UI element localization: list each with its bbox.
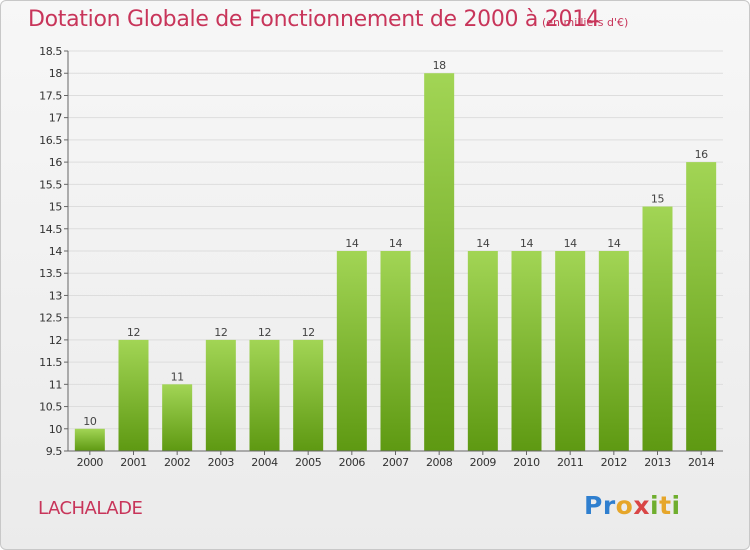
proxiti-logo: Proxiti	[584, 491, 681, 520]
y-tick-label: 13	[49, 289, 63, 302]
logo-letter: P	[584, 491, 603, 520]
value-label: 12	[302, 326, 315, 339]
y-tick-label: 13.5	[39, 267, 62, 280]
commune-name: LACHALADE	[38, 498, 143, 519]
bar-2004	[249, 339, 280, 451]
value-label: 16	[695, 148, 709, 161]
y-tick-label: 18.5	[39, 45, 62, 58]
value-label: 14	[607, 237, 621, 250]
logo-letter: i	[671, 491, 681, 520]
bars	[74, 73, 717, 451]
bar-2003	[205, 339, 236, 451]
labels: 9.5 10 10.5 11 11.5 12 12.5 13 13.5 14 14.5 15 15.5 1…	[39, 45, 715, 469]
bar-2000	[74, 428, 105, 451]
bar-2005	[293, 339, 324, 451]
x-tick-label: 2006	[339, 456, 366, 469]
bar-2012	[598, 251, 629, 451]
x-tick-label: 2001	[120, 456, 146, 469]
value-label: 14	[389, 237, 403, 250]
y-tick-label: 14.5	[39, 223, 62, 236]
x-tick-label: 2007	[382, 456, 409, 469]
x-tick-label: 2010	[513, 456, 540, 469]
y-tick-label: 14	[49, 245, 63, 258]
bar-2009	[467, 251, 498, 451]
x-tick-label: 2003	[208, 456, 235, 469]
x-tick-label: 2012	[601, 456, 627, 469]
y-tick-label: 12	[49, 334, 62, 347]
bar-2002	[162, 384, 193, 451]
y-tick-label: 15.5	[39, 178, 62, 191]
logo-letter: x	[633, 491, 650, 520]
value-label: 14	[520, 237, 534, 250]
y-tick-label: 17.5	[39, 89, 62, 102]
value-label: 14	[345, 237, 359, 250]
value-label: 12	[214, 326, 227, 339]
y-tick-label: 9.5	[46, 445, 63, 458]
x-tick-label: 2009	[470, 456, 497, 469]
value-label: 18	[433, 59, 447, 72]
x-tick-label: 2008	[426, 456, 453, 469]
value-label: 14	[564, 237, 578, 250]
y-tick-label: 10.5	[39, 401, 62, 414]
value-label: 10	[83, 415, 97, 428]
x-tick-label: 2004	[251, 456, 278, 469]
y-tick-label: 11.5	[39, 356, 62, 369]
chart-subtitle: (en milliers d'€)	[542, 16, 629, 29]
bar-2014	[686, 162, 717, 451]
logo-letter: i	[650, 491, 660, 520]
bar-2010	[511, 251, 542, 451]
axes	[64, 50, 723, 455]
logo-letter: r	[602, 491, 616, 520]
y-tick-label: 16.5	[39, 134, 62, 147]
bar-2011	[555, 251, 586, 451]
logo-letter: t	[659, 491, 672, 520]
logo-letter: o	[615, 491, 634, 520]
value-label: 14	[476, 237, 490, 250]
y-tick-label: 11	[49, 378, 62, 391]
x-tick-label: 2005	[295, 456, 322, 469]
x-tick-label: 2013	[644, 456, 671, 469]
value-label: 12	[127, 326, 140, 339]
bar-2007	[380, 251, 411, 451]
bar-2008	[424, 73, 455, 451]
chart-title: Dotation Globale de Fonctionnement de 20…	[28, 7, 600, 32]
x-tick-label: 2002	[164, 456, 190, 469]
y-tick-label: 10	[49, 423, 63, 436]
bar-2006	[336, 251, 367, 451]
y-tick-label: 16	[49, 156, 63, 169]
value-label: 15	[651, 193, 665, 206]
value-label: 12	[258, 326, 271, 339]
x-tick-label: 2000	[77, 456, 104, 469]
bar-2001	[118, 339, 149, 451]
y-tick-label: 15	[49, 201, 63, 214]
y-tick-label: 18	[49, 67, 63, 80]
bar-2013	[642, 206, 673, 451]
y-tick-label: 12.5	[39, 312, 62, 325]
y-tick-label: 17	[49, 112, 63, 125]
x-tick-label: 2014	[688, 456, 715, 469]
value-label: 11	[171, 370, 184, 383]
x-tick-label: 2011	[557, 456, 583, 469]
